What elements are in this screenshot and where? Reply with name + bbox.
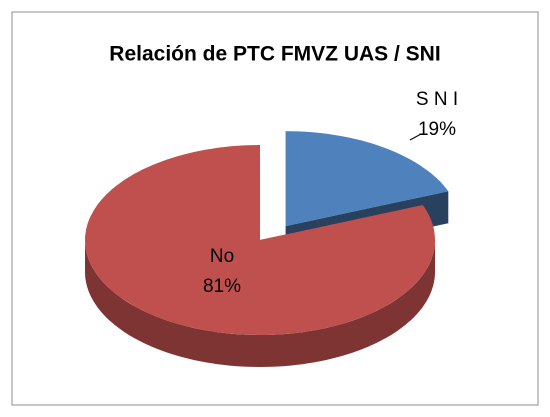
- slice-category: No: [210, 246, 234, 267]
- slice-value-label: 19%: [418, 119, 456, 140]
- slice-value-label: 81%: [203, 276, 241, 297]
- leader-line: [409, 133, 422, 141]
- chart-title: Relación de PTC FMVZ UAS / SNI: [109, 43, 440, 66]
- slice-side: [85, 240, 435, 367]
- labels: S N I 19% No 81%: [203, 89, 458, 297]
- pie: [85, 131, 449, 367]
- slice-category: S N I: [416, 89, 458, 110]
- slice: [285, 131, 449, 227]
- slice: [85, 145, 435, 335]
